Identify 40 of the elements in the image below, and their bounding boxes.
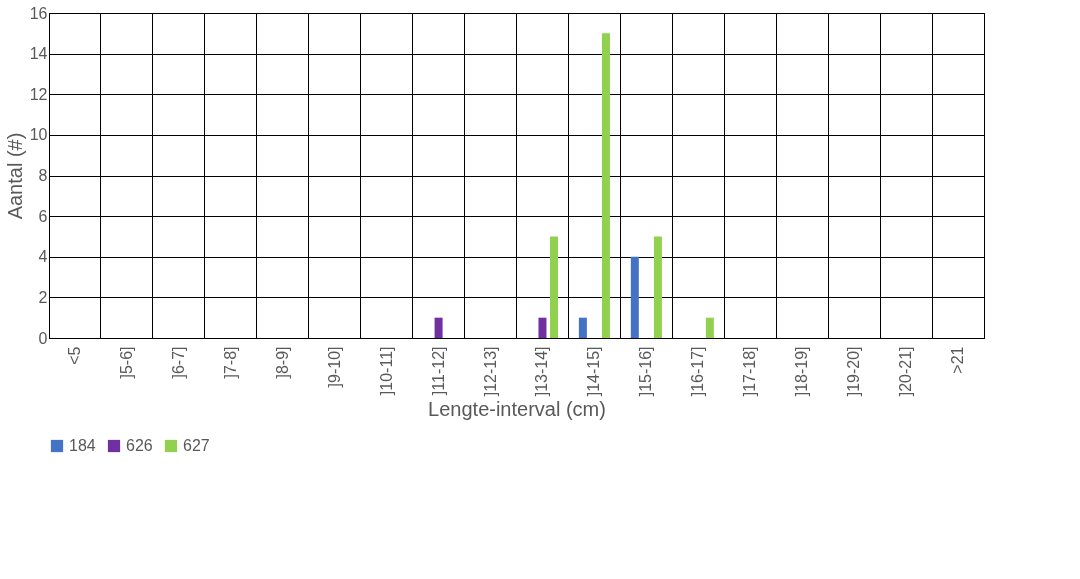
x-tick-label: <5	[65, 346, 83, 365]
legend-label: 626	[126, 437, 153, 454]
x-tick-label: ]19-20]	[845, 346, 863, 397]
x-tick-label: ]5-6]	[117, 346, 135, 379]
x-tick-label: ]10-11]	[377, 346, 395, 396]
x-tick-label: ]20-21]	[897, 346, 915, 397]
x-tick-label: ]18-19]	[793, 346, 811, 397]
legend-label: 184	[69, 437, 96, 454]
x-tick-label: ]12-13]	[481, 346, 499, 397]
y-tick-label: 14	[29, 45, 48, 63]
x-tick-label: ]6-7]	[169, 346, 187, 379]
bar	[434, 317, 443, 338]
x-tick-label: ]9-10]	[325, 346, 343, 388]
x-tick-label: ]17-18]	[741, 346, 759, 397]
bar	[538, 317, 547, 338]
x-tick-label: ]8-9]	[273, 346, 291, 379]
y-tick-label: 16	[29, 4, 48, 22]
y-axis-title: Aantal (#)	[3, 132, 26, 220]
y-tick-label: 2	[38, 288, 48, 306]
y-tick-label: 8	[38, 167, 48, 184]
legend-label: 627	[183, 437, 210, 454]
x-tick-label: ]13-14]	[533, 346, 551, 397]
bar	[550, 236, 559, 338]
x-tick-label: ]7-8]	[221, 346, 239, 379]
x-tick-label: ]11-12]	[429, 346, 447, 396]
bar	[653, 236, 662, 338]
bar	[601, 33, 610, 338]
x-tick-label: ]15-16]	[637, 346, 655, 397]
x-tick-label: ]14-15]	[585, 346, 603, 397]
y-tick-label: 12	[29, 85, 48, 103]
y-tick-label: 10	[29, 126, 48, 144]
bar	[705, 317, 714, 338]
y-tick-label: 4	[38, 248, 48, 266]
bar	[578, 317, 587, 338]
x-tick-label: >21	[949, 346, 967, 374]
x-axis-title: Lengte-interval (cm)	[428, 398, 606, 421]
y-tick-label: 0	[38, 329, 48, 347]
bar	[630, 256, 639, 338]
x-tick-label: ]16-17]	[689, 346, 707, 397]
y-tick-label: 6	[38, 207, 48, 225]
